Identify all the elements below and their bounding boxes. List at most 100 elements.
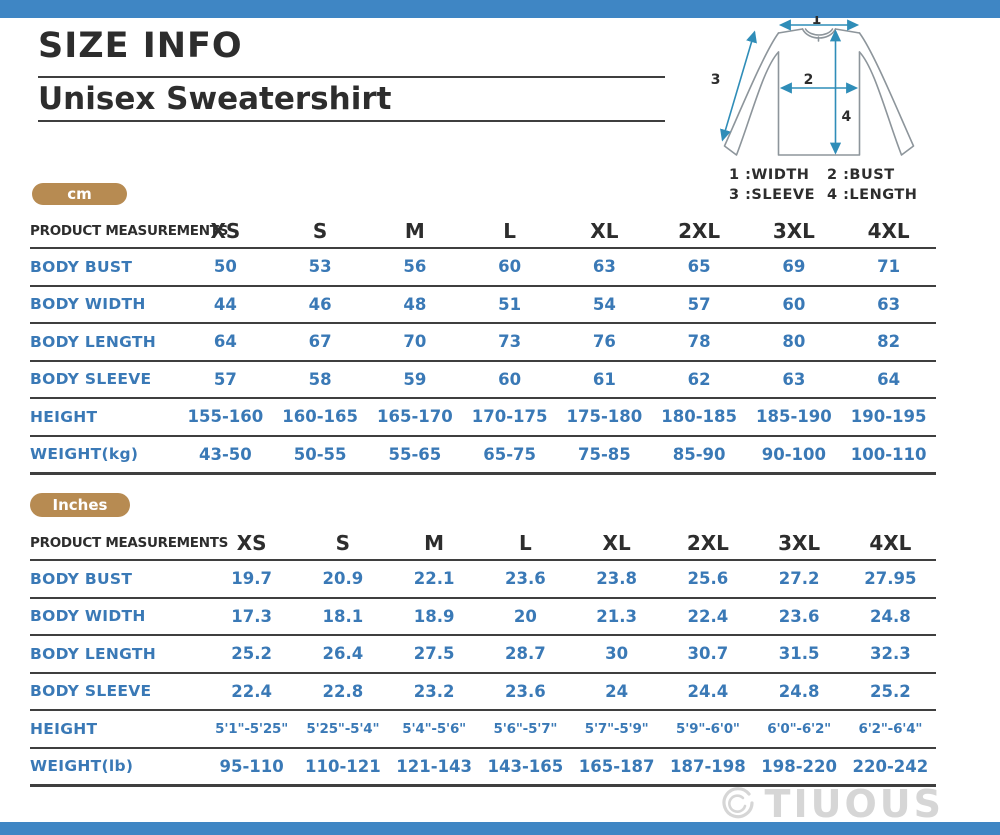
measurement-value: 18.1 — [322, 606, 364, 626]
measurement-value: 54 — [592, 294, 616, 314]
header-row: PRODUCT MEASUREMENTS XS S M L XL 2XL 3XL 4XL — [30, 215, 936, 249]
measurement-value: 85-90 — [672, 444, 726, 464]
measurement-value: 50-55 — [293, 444, 347, 464]
measurement-value: 44 — [213, 294, 237, 314]
measurement-value: 65-75 — [483, 444, 537, 464]
measurement-value: 82 — [877, 332, 901, 352]
measurement-value: 24 — [605, 681, 629, 701]
measurement-value: 61 — [592, 369, 616, 389]
measurement-value: 21.3 — [596, 606, 637, 626]
measurement-row-label: BODY WIDTH — [30, 295, 146, 314]
measurement-value: 75-85 — [577, 444, 631, 464]
legend-item: 2 :BUST — [827, 167, 895, 183]
measurement-row-label: HEIGHT — [30, 719, 98, 738]
measurement-value: 27.95 — [864, 569, 917, 589]
measurement-value: 95-110 — [219, 756, 284, 776]
measurement-value: 165-187 — [578, 756, 655, 776]
size-column-header: M — [388, 527, 480, 561]
table-row: BODY SLEEVE 57 58 59 60 61 62 63 64 — [30, 361, 936, 398]
measurement-value: 22.1 — [413, 569, 455, 589]
measurement-value: 27.5 — [413, 644, 455, 664]
measurement-value: 76 — [592, 332, 616, 352]
measurement-value: 73 — [498, 332, 522, 352]
size-column-header: XL — [557, 215, 652, 249]
measurement-value: 5'1"-5'25" — [215, 720, 289, 737]
measurement-value: 185-190 — [756, 407, 832, 427]
measurement-row-label: BODY SLEEVE — [30, 370, 152, 389]
measurement-value: 25.2 — [870, 681, 911, 701]
bottom-accent-bar — [0, 822, 1000, 835]
measurement-value: 57 — [687, 294, 711, 314]
measurement-value: 60 — [498, 369, 522, 389]
measurement-value: 69 — [782, 257, 806, 277]
measurement-value: 190-195 — [850, 407, 927, 427]
measurement-value: 143-165 — [487, 756, 564, 776]
size-column-header: XS — [178, 215, 273, 249]
measurement-value: 59 — [403, 369, 427, 389]
diagram-legend: 1 :WIDTH 2 :BUST 3 :SLEEVE 4 :LENGTH — [729, 167, 917, 203]
arrow-label-width: 1 — [812, 16, 822, 28]
measurement-value: 30.7 — [687, 644, 729, 664]
size-column-header: 4XL — [841, 215, 936, 249]
measurement-value: 25.2 — [231, 644, 272, 664]
measurement-value: 32.3 — [870, 644, 911, 664]
arrow-label-length: 4 — [842, 109, 852, 125]
measurement-value: 5'25"-5'4" — [306, 720, 380, 737]
measurement-row-label: BODY BUST — [30, 569, 133, 588]
measurement-value: 60 — [498, 257, 522, 277]
measurement-value: 28.7 — [505, 644, 546, 664]
measurement-value: 24.4 — [687, 681, 729, 701]
measurement-value: 65 — [687, 257, 711, 277]
measurement-row-label: BODY BUST — [30, 257, 133, 276]
measurement-value: 48 — [403, 294, 427, 314]
measurement-value: 22.8 — [322, 681, 364, 701]
measurement-value: 22.4 — [687, 606, 729, 626]
measurement-value: 187-198 — [670, 756, 746, 776]
size-column-header: 2XL — [662, 527, 754, 561]
measurement-value: 26.4 — [322, 644, 364, 664]
measurement-value: 78 — [687, 332, 711, 352]
size-column-header: 3XL — [753, 527, 845, 561]
legend-item: 4 :LENGTH — [827, 187, 918, 203]
brand-watermark: TIUOUS — [721, 782, 944, 826]
measurement-value: 22.4 — [231, 681, 272, 701]
measurement-value: 31.5 — [778, 644, 820, 664]
sweater-measurement-diagram: 1 2 3 4 — [711, 16, 915, 156]
measurement-value: 100-110 — [850, 444, 927, 464]
legend-item: 1 :WIDTH — [729, 167, 810, 183]
size-column-header: S — [297, 527, 389, 561]
measurement-value: 30 — [605, 644, 629, 664]
product-subtitle: Unisex Sweatershirt — [38, 81, 392, 117]
arrow-label-bust: 2 — [804, 72, 814, 88]
subtitle-divider — [38, 120, 665, 122]
measurement-value: 110-121 — [305, 756, 381, 776]
table-row: HEIGHT 5'1"-5'25" 5'25"-5'4" 5'4"-5'6" 5'6"-… — [30, 710, 936, 748]
measurement-value: 64 — [213, 332, 237, 352]
measurements-column-header: PRODUCT MEASUREMENTS — [30, 527, 228, 561]
measurement-value: 25.6 — [687, 569, 729, 589]
measurement-value: 5'9"-6'0" — [676, 720, 740, 737]
brand-logo-icon — [722, 787, 754, 819]
measurement-value: 18.9 — [413, 606, 455, 626]
size-column-header: L — [462, 215, 557, 249]
table-row: BODY WIDTH 44 46 48 51 54 57 60 63 — [30, 286, 936, 323]
measurement-value: 170-175 — [471, 407, 548, 427]
measurement-value: 155-160 — [187, 407, 264, 427]
size-column-header: XL — [571, 527, 663, 561]
measurements-column-header: PRODUCT MEASUREMENTS — [30, 215, 228, 249]
size-column-header: 3XL — [746, 215, 842, 249]
measurement-row-label: BODY WIDTH — [30, 607, 146, 626]
table-row: BODY BUST 50 53 56 60 63 65 69 71 — [30, 248, 936, 286]
table-row: BODY WIDTH 17.3 18.1 18.9 20 21.3 22.4 23.6 24.8 — [30, 598, 936, 635]
measurement-value: 63 — [782, 369, 806, 389]
measurement-value: 50 — [213, 257, 237, 277]
measurement-value: 23.6 — [505, 569, 546, 589]
measurement-value: 51 — [498, 294, 522, 314]
measurement-value: 180-185 — [661, 407, 737, 427]
size-table-cm: PRODUCT MEASUREMENTS XS S M L XL 2XL 3XL 4XL BODY… — [30, 215, 936, 475]
measurement-value: 6'2"-6'4" — [858, 720, 923, 737]
measurement-value: 62 — [687, 369, 711, 389]
measurement-value: 23.2 — [413, 681, 455, 701]
table-row: WEIGHT(kg) 43-50 50-55 55-65 65-75 75-85 85-90… — [30, 436, 936, 474]
measurement-value: 23.6 — [505, 681, 546, 701]
